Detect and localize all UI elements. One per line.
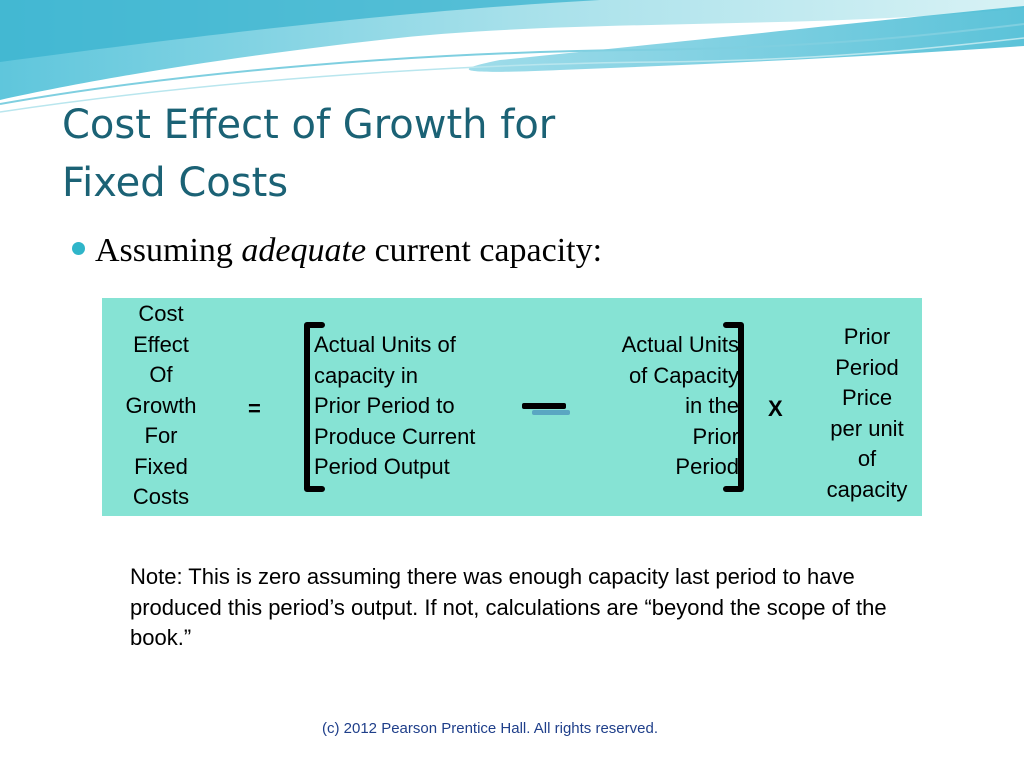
equals-sign: =: [248, 396, 261, 421]
slide-title: Cost Effect of Growth for Fixed Costs: [62, 96, 555, 212]
bullet-dot-icon: [72, 242, 85, 255]
cost-effect-line: Costs: [132, 484, 190, 509]
minus-sign-icon: [522, 403, 566, 409]
bullet-text-emphasis: adequate: [241, 232, 367, 269]
cost-effect-line: Growth: [125, 392, 197, 418]
cost-effect-line: For: [144, 423, 178, 448]
price-line: Price: [841, 385, 893, 410]
right-term-line: of Capacity: [628, 362, 739, 388]
cost-effect-label: Cost Effect Of Growth For Fixed Costs: [102, 299, 220, 513]
price-line: Prior: [843, 324, 891, 349]
right-bracket-icon: [723, 322, 744, 492]
formula-box: Cost Effect Of Growth For Fixed Costs = …: [102, 298, 922, 516]
multiply-sign: X: [768, 396, 783, 421]
copyright-footer: (c) 2012 Pearson Prentice Hall. All righ…: [322, 720, 658, 737]
actual-prior-capacity-term: Actual Units of Capacity in the Prior Pe…: [574, 330, 739, 483]
left-bracket-icon: [304, 322, 325, 492]
cost-effect-line: Effect: [133, 331, 189, 357]
left-term-line: Prior Period to: [314, 393, 455, 418]
prior-period-price-term: Prior Period Price per unit of capacity: [808, 322, 926, 505]
bullet-point: Assuming adequate current capacity:: [72, 232, 602, 270]
prior-units-for-current-output-term: Actual Units of capacity in Prior Period…: [314, 330, 534, 483]
right-term-line: Prior: [692, 423, 739, 449]
minus-sign-shadow: [532, 410, 570, 415]
cost-effect-line: Of: [149, 362, 173, 387]
left-term-line: Produce Current: [314, 423, 476, 449]
price-line: of: [857, 446, 877, 471]
cost-effect-line: Fixed: [134, 453, 188, 479]
slide-title-line-2: Fixed Costs: [62, 160, 289, 206]
cost-effect-line: Cost: [138, 301, 184, 326]
right-term-line: in the: [685, 393, 739, 418]
left-term-line: Period Output: [314, 454, 450, 479]
price-line: capacity: [826, 476, 908, 502]
price-line: Period: [835, 354, 899, 380]
slide-title-line-1: Cost Effect of Growth for: [62, 102, 556, 148]
right-term-line: Actual Units: [621, 332, 739, 357]
price-line: per unit: [830, 415, 904, 441]
left-term-line: Actual Units of: [314, 332, 456, 357]
header-wave-decoration: [0, 0, 1024, 113]
bullet-text-after: current capacity:: [366, 232, 603, 269]
right-term-line: Period: [675, 454, 739, 479]
bullet-text-before: Assuming: [95, 232, 242, 269]
note-text: Note: This is zero assuming there was en…: [130, 564, 887, 650]
left-term-line: capacity in: [314, 362, 418, 388]
